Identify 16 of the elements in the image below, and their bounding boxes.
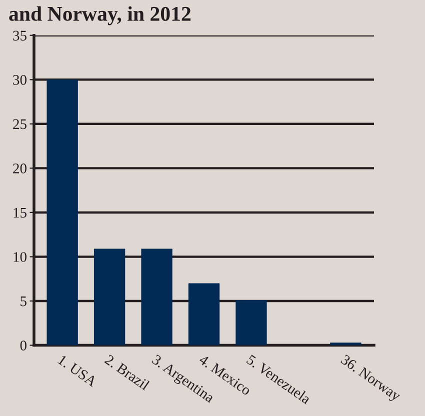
- y-tick-label: 0: [20, 340, 26, 350]
- y-tick-label: 5: [20, 296, 26, 306]
- bar: [330, 342, 362, 346]
- chart-title: and Norway, in 2012: [9, 6, 191, 26]
- bar: [94, 248, 126, 346]
- y-tick-label: 30: [13, 74, 26, 85]
- bar: [188, 283, 220, 346]
- y-tick-label: 35: [13, 30, 26, 41]
- bar: [46, 80, 78, 346]
- bar: [236, 300, 267, 346]
- y-tick-label: 15: [14, 208, 26, 218]
- x-tick-label: 1. USA: [57, 354, 98, 388]
- y-tick-label: 10: [14, 252, 26, 262]
- bar: [141, 248, 172, 346]
- y-tick-label: 20: [13, 164, 26, 174]
- y-tick-label: 25: [13, 119, 26, 130]
